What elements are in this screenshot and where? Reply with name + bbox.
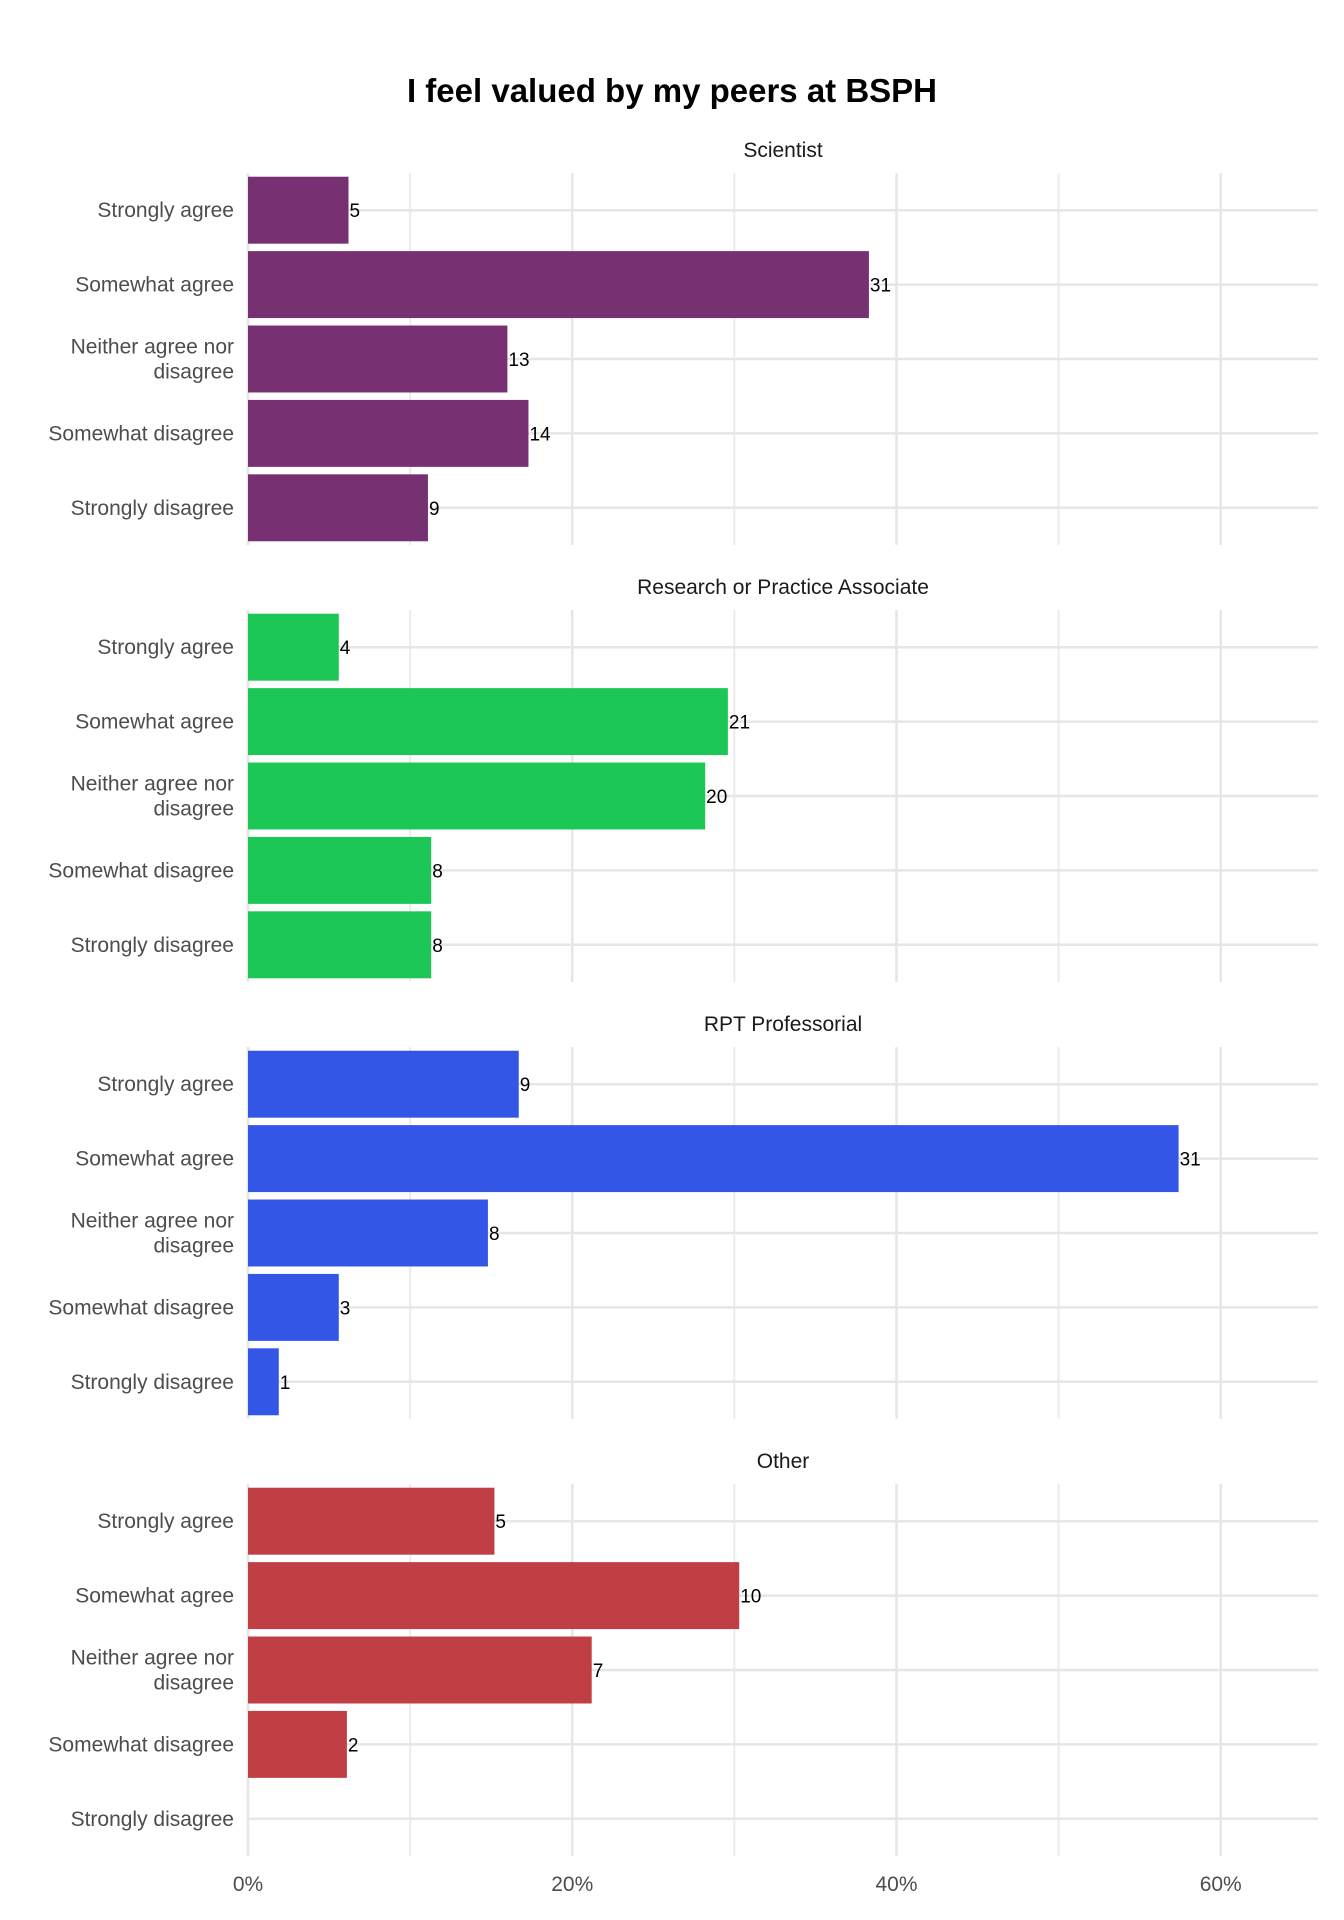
category-label: Strongly disagree <box>71 1371 234 1394</box>
bar <box>248 1710 347 1778</box>
category-label: Strongly disagree <box>71 1808 234 1831</box>
panel-title: Scientist <box>743 139 823 162</box>
category-label-line: Somewhat agree <box>75 1148 234 1171</box>
category-label-line: Strongly disagree <box>71 1371 234 1394</box>
bar <box>248 251 869 319</box>
bar <box>248 911 432 979</box>
category-label-line: Neither agree nor <box>71 1210 234 1233</box>
bar-value-label: 9 <box>429 499 440 520</box>
category-label-line: disagree <box>153 361 234 384</box>
bar-value-label: 1 <box>280 1373 291 1394</box>
category-label: Somewhat disagree <box>48 1296 234 1319</box>
x-tick-label: 0% <box>233 1873 263 1896</box>
bar <box>248 688 728 756</box>
bar <box>248 762 706 830</box>
category-label-line: Strongly agree <box>97 636 234 659</box>
category-label: Neither agree nor disagree <box>71 773 234 821</box>
category-label-line: Somewhat agree <box>75 1585 234 1608</box>
category-label: Strongly agree <box>97 1073 234 1096</box>
category-label: Somewhat disagree <box>48 1733 234 1756</box>
bar <box>248 836 432 904</box>
bar-value-label: 14 <box>529 424 551 445</box>
bar-value-label: 8 <box>432 861 443 882</box>
category-label: Somewhat agree <box>75 1148 234 1171</box>
category-label-line: Strongly disagree <box>71 1808 234 1831</box>
bar-value-label: 13 <box>508 350 529 371</box>
category-label: Somewhat agree <box>75 1585 234 1608</box>
bar <box>248 1348 279 1416</box>
bar-value-label: 21 <box>729 713 750 734</box>
bar <box>248 474 428 542</box>
bar <box>248 1487 495 1555</box>
bar-value-label: 9 <box>520 1075 531 1096</box>
category-label: Somewhat agree <box>75 711 234 734</box>
panel-title: Other <box>757 1450 810 1473</box>
bar <box>248 1050 519 1118</box>
x-tick-label: 20% <box>551 1873 593 1896</box>
category-label-line: Strongly disagree <box>71 497 234 520</box>
panel-title: RPT Professorial <box>704 1013 862 1036</box>
panel-rpt-professorial: RPT Professorial Strongly agree Somewhat a… <box>48 1013 1318 1419</box>
grid-lines <box>246 1047 1318 1419</box>
bar <box>248 1562 740 1630</box>
category-label-line: Strongly agree <box>97 1073 234 1096</box>
x-tick-label: 40% <box>875 1873 917 1896</box>
category-label-line: Neither agree nor <box>71 1647 234 1670</box>
category-label: Neither agree nor disagree <box>71 1210 234 1258</box>
category-label: Strongly agree <box>97 199 234 222</box>
x-tick-label: 60% <box>1200 1873 1242 1896</box>
category-label-line: Neither agree nor <box>71 336 234 359</box>
x-axis: 0% 20% 40% 60% <box>233 1873 1242 1896</box>
category-label-line: Strongly disagree <box>71 934 234 957</box>
bar <box>248 613 339 681</box>
category-label: Strongly agree <box>97 1510 234 1533</box>
category-label-line: Somewhat agree <box>75 274 234 297</box>
category-label-line: Neither agree nor <box>71 773 234 796</box>
category-label: Strongly disagree <box>71 934 234 957</box>
bar <box>248 176 349 244</box>
panel-other: Other Strongly agree Somewhat agree Neither… <box>48 1450 1318 1856</box>
bar-value-label: 3 <box>340 1298 351 1319</box>
panel-scientist: Scientist Strongly agree Somewhat agree Nei… <box>48 139 1318 545</box>
category-label: Neither agree nor disagree <box>71 336 234 384</box>
category-label-line: disagree <box>153 1235 234 1258</box>
bar <box>248 1273 339 1341</box>
category-label: Strongly disagree <box>71 497 234 520</box>
bar-value-label: 7 <box>593 1661 604 1682</box>
category-label: Neither agree nor disagree <box>71 1647 234 1695</box>
bar-value-label: 31 <box>870 276 891 297</box>
bar-value-label: 8 <box>432 936 443 957</box>
category-label-line: Somewhat disagree <box>48 422 234 445</box>
bar-value-label: 8 <box>489 1224 500 1245</box>
panel-research-or-practice-associate: Research or Practice Associate Strongly a… <box>48 576 1318 982</box>
category-label-line: Somewhat disagree <box>48 859 234 882</box>
bar-value-label: 10 <box>740 1587 761 1608</box>
bar-value-label: 31 <box>1180 1150 1201 1171</box>
category-label-line: Somewhat disagree <box>48 1733 234 1756</box>
bar-value-label: 20 <box>706 787 727 808</box>
category-label: Somewhat disagree <box>48 422 234 445</box>
chart-title: I feel valued by my peers at BSPH <box>406 72 938 109</box>
bar-value-label: 2 <box>348 1735 359 1756</box>
bar-value-label: 4 <box>340 638 351 659</box>
category-label: Somewhat disagree <box>48 859 234 882</box>
category-label: Somewhat agree <box>75 274 234 297</box>
category-label-line: disagree <box>153 1672 234 1695</box>
category-label-line: Strongly agree <box>97 1510 234 1533</box>
bar-value-label: 5 <box>495 1512 506 1533</box>
category-label-line: Somewhat agree <box>75 711 234 734</box>
category-label-line: disagree <box>153 798 234 821</box>
category-label-line: Strongly agree <box>97 199 234 222</box>
bar-value-label: 5 <box>350 201 361 222</box>
bar <box>248 1125 1179 1193</box>
panel-title: Research or Practice Associate <box>637 576 929 599</box>
category-label-line: Somewhat disagree <box>48 1296 234 1319</box>
bar <box>248 399 529 467</box>
bar <box>248 1199 488 1267</box>
bar <box>248 1636 592 1704</box>
bar <box>248 325 508 393</box>
category-label: Strongly agree <box>97 636 234 659</box>
